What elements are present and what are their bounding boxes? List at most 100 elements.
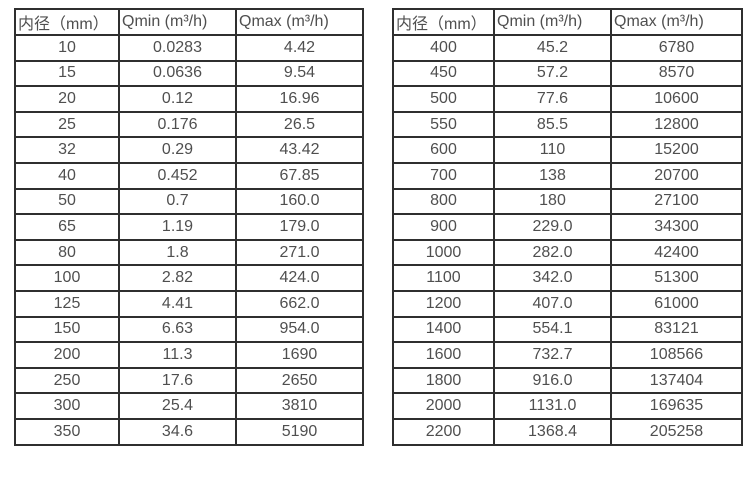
- table-cell: 61000: [610, 289, 743, 318]
- table-cell: 424.0: [235, 264, 364, 292]
- table-cell: 350: [14, 417, 120, 446]
- table-cell: 300: [14, 392, 120, 420]
- table-cell: 1000: [392, 238, 495, 267]
- table-cell: 10600: [610, 85, 743, 113]
- table-cell: 20700: [610, 161, 743, 190]
- table-cell: 2000: [392, 392, 495, 420]
- table-cell: 25.4: [118, 392, 237, 420]
- table-cell: 137404: [610, 366, 743, 395]
- table-cell: 954.0: [235, 315, 364, 344]
- table-cell: 26.5: [235, 110, 364, 139]
- table-cell: 1368.4: [493, 417, 612, 446]
- table-row: 300 25.4 3810: [14, 392, 364, 420]
- table-cell: 65: [14, 213, 120, 241]
- table-cell: 6.63: [118, 315, 237, 344]
- table-cell: 4.42: [235, 34, 364, 62]
- header-qmax: Qmax (m³/h): [235, 8, 364, 36]
- table-row: 1600 732.7 108566: [392, 341, 743, 369]
- table-cell: 407.0: [493, 289, 612, 318]
- table-cell: 110: [493, 136, 612, 164]
- table-row: 250 17.6 2650: [14, 366, 364, 395]
- table-cell: 0.176: [118, 110, 237, 139]
- table-cell: 179.0: [235, 213, 364, 241]
- table-cell: 800: [392, 187, 495, 216]
- table-row: 25 0.176 26.5: [14, 110, 364, 139]
- table-row: 2000 1131.0 169635: [392, 392, 743, 420]
- table-cell: 0.29: [118, 136, 237, 164]
- table-cell: 17.6: [118, 366, 237, 395]
- table-row: 450 57.2 8570: [392, 59, 743, 88]
- table-cell: 15: [14, 59, 120, 88]
- table-cell: 0.0283: [118, 34, 237, 62]
- table-cell: 40: [14, 161, 120, 190]
- table-cell: 150: [14, 315, 120, 344]
- table-cell: 25: [14, 110, 120, 139]
- table-row: 550 85.5 12800: [392, 110, 743, 139]
- table-row: 1200 407.0 61000: [392, 289, 743, 318]
- table-cell: 67.85: [235, 161, 364, 190]
- table-row: 2200 1368.4 205258: [392, 417, 743, 446]
- table-cell: 42400: [610, 238, 743, 267]
- table-cell: 1400: [392, 315, 495, 344]
- table-row: 200 11.3 1690: [14, 341, 364, 369]
- table-cell: 2650: [235, 366, 364, 395]
- table-cell: 34300: [610, 213, 743, 241]
- table-cell: 43.42: [235, 136, 364, 164]
- table-cell: 15200: [610, 136, 743, 164]
- table-cell: 16.96: [235, 85, 364, 113]
- table-cell: 9.54: [235, 59, 364, 88]
- table-cell: 400: [392, 34, 495, 62]
- table-cell: 1800: [392, 366, 495, 395]
- table-cell: 0.452: [118, 161, 237, 190]
- table-cell: 732.7: [493, 341, 612, 369]
- table-row: 800 180 27100: [392, 187, 743, 216]
- table-cell: 160.0: [235, 187, 364, 216]
- table-cell: 57.2: [493, 59, 612, 88]
- table-cell: 342.0: [493, 264, 612, 292]
- table-cell: 205258: [610, 417, 743, 446]
- table-cell: 32: [14, 136, 120, 164]
- table-cell: 1600: [392, 341, 495, 369]
- table-row: 600 110 15200: [392, 136, 743, 164]
- table-cell: 1131.0: [493, 392, 612, 420]
- header-row: 内径（mm） Qmin (m³/h) Qmax (m³/h): [392, 8, 743, 36]
- table-cell: 500: [392, 85, 495, 113]
- table-row: 32 0.29 43.42: [14, 136, 364, 164]
- table-cell: 100: [14, 264, 120, 292]
- table-cell: 2200: [392, 417, 495, 446]
- table-cell: 250: [14, 366, 120, 395]
- header-diameter: 内径（mm）: [392, 8, 495, 36]
- table-row: 900 229.0 34300: [392, 213, 743, 241]
- table-cell: 1.8: [118, 238, 237, 267]
- header-diameter: 内径（mm）: [14, 8, 120, 36]
- table-cell: 600: [392, 136, 495, 164]
- table-cell: 169635: [610, 392, 743, 420]
- table-cell: 282.0: [493, 238, 612, 267]
- table-row: 40 0.452 67.85: [14, 161, 364, 190]
- table-row: 1100 342.0 51300: [392, 264, 743, 292]
- table-cell: 0.12: [118, 85, 237, 113]
- table-cell: 83121: [610, 315, 743, 344]
- table-body-small-diameters: 10 0.0283 4.42 15 0.0636 9.54 20 0.12 16.96 25 0.1…: [14, 34, 364, 446]
- table-cell: 85.5: [493, 110, 612, 139]
- table-cell: 1100: [392, 264, 495, 292]
- header-qmin: Qmin (m³/h): [493, 8, 612, 36]
- table-cell: 229.0: [493, 213, 612, 241]
- table-row: 10 0.0283 4.42: [14, 34, 364, 62]
- table-row: 350 34.6 5190: [14, 417, 364, 446]
- table-cell: 27100: [610, 187, 743, 216]
- table-cell: 1.19: [118, 213, 237, 241]
- table-cell: 662.0: [235, 289, 364, 318]
- table-cell: 125: [14, 289, 120, 318]
- table-cell: 554.1: [493, 315, 612, 344]
- table-cell: 200: [14, 341, 120, 369]
- table-row: 15 0.0636 9.54: [14, 59, 364, 88]
- table-cell: 3810: [235, 392, 364, 420]
- table-cell: 34.6: [118, 417, 237, 446]
- flow-table-small-diameters: 内径（mm） Qmin (m³/h) Qmax (m³/h) 10 0.0283 4…: [14, 8, 364, 446]
- table-cell: 45.2: [493, 34, 612, 62]
- table-cell: 6780: [610, 34, 743, 62]
- header-qmin: Qmin (m³/h): [118, 8, 237, 36]
- table-row: 20 0.12 16.96: [14, 85, 364, 113]
- table-body-large-diameters: 400 45.2 6780 450 57.2 8570 500 77.6 10600 550 85.…: [392, 34, 743, 446]
